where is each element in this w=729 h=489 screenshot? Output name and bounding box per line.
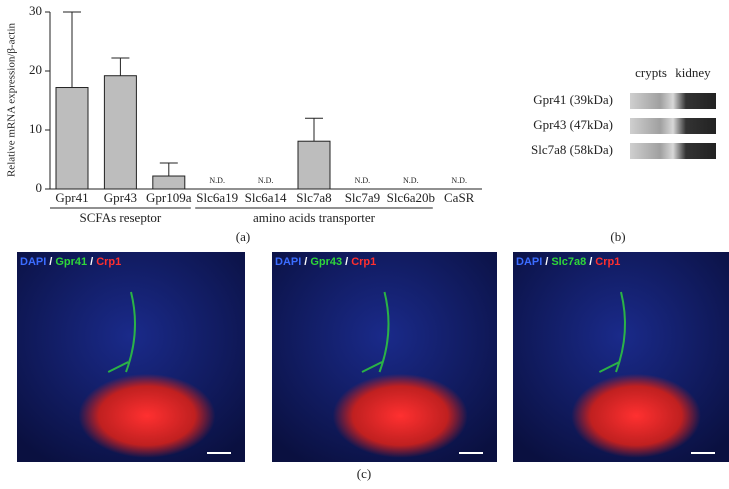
stain-label: Gpr43: [310, 256, 342, 268]
x-tick-label: Slc6a19: [196, 190, 238, 205]
stain-label: Crp1: [351, 256, 376, 268]
value-label: N.D.: [209, 176, 225, 185]
bar: [55, 87, 89, 190]
panel-label: (b): [610, 229, 625, 244]
separator: /: [304, 256, 307, 268]
stain-label: Gpr41: [55, 256, 87, 268]
blot-band: [630, 118, 716, 134]
separator: /: [345, 256, 348, 268]
panel-label: (a): [236, 229, 250, 244]
value-label: N.D.: [355, 176, 371, 185]
error-bar: [111, 57, 130, 76]
x-tick-label: Slc6a20b: [387, 190, 435, 205]
separator: /: [545, 256, 548, 268]
stain-label: DAPI: [516, 256, 542, 268]
micrograph-signal: [571, 373, 701, 458]
bar: [103, 75, 137, 190]
separator: /: [589, 256, 592, 268]
micrograph-signal: [598, 291, 626, 373]
x-tick-label: Slc7a8: [296, 190, 331, 205]
y-tick-label: 30: [29, 3, 42, 18]
separator: /: [90, 256, 93, 268]
x-tick-label: Gpr41: [55, 190, 88, 205]
y-axis-label: Relative mRNA expression/β-actin: [6, 22, 18, 177]
blot-band: [630, 143, 716, 159]
stain-label: DAPI: [275, 256, 301, 268]
blot-band: [630, 93, 716, 109]
stain-label: Crp1: [595, 256, 620, 268]
panel-label: (c): [357, 466, 371, 481]
stain-labels: DAPI / Slc7a8/Crp1: [516, 256, 620, 268]
y-tick-label: 20: [29, 62, 42, 77]
bar: [152, 175, 186, 190]
value-label: N.D.: [403, 176, 419, 185]
micrograph-signal: [361, 291, 390, 373]
blot-row-label: Slc7a8 (58kDa): [531, 142, 613, 157]
micrograph-signal: [107, 291, 136, 373]
error-bar: [63, 11, 81, 88]
stain-label: Crp1: [96, 256, 121, 268]
stain-labels: DAPI / Gpr43/Crp1: [275, 256, 376, 268]
group-label: amino acids transporter: [253, 210, 376, 225]
x-tick-label: CaSR: [444, 190, 475, 205]
x-tick-label: Gpr43: [104, 190, 137, 205]
bar: [297, 140, 331, 190]
error-bar: [159, 162, 178, 177]
separator: /: [49, 256, 52, 268]
stain-labels: DAPI / Gpr41/Crp1: [20, 256, 121, 268]
x-tick-label: Slc6a14: [245, 190, 287, 205]
error-bar: [305, 117, 323, 142]
micrograph-signal: [78, 373, 216, 458]
y-tick-label: 0: [36, 180, 43, 195]
x-tick-label: Gpr109a: [146, 190, 192, 205]
x-tick-label: Slc7a9: [345, 190, 380, 205]
value-label: N.D.: [451, 176, 467, 185]
stain-label: DAPI: [20, 256, 46, 268]
blot-row-label: Gpr41 (39kDa): [533, 92, 613, 107]
blot-column-label: kidney: [675, 65, 711, 80]
micrograph-signal: [332, 373, 468, 458]
value-label: N.D.: [258, 176, 274, 185]
stain-label: Slc7a8: [551, 256, 586, 268]
blot-column-label: crypts: [635, 65, 667, 80]
y-tick-label: 10: [29, 121, 42, 136]
blot-row-label: Gpr43 (47kDa): [533, 117, 613, 132]
group-label: SCFAs reseptor: [80, 210, 162, 225]
